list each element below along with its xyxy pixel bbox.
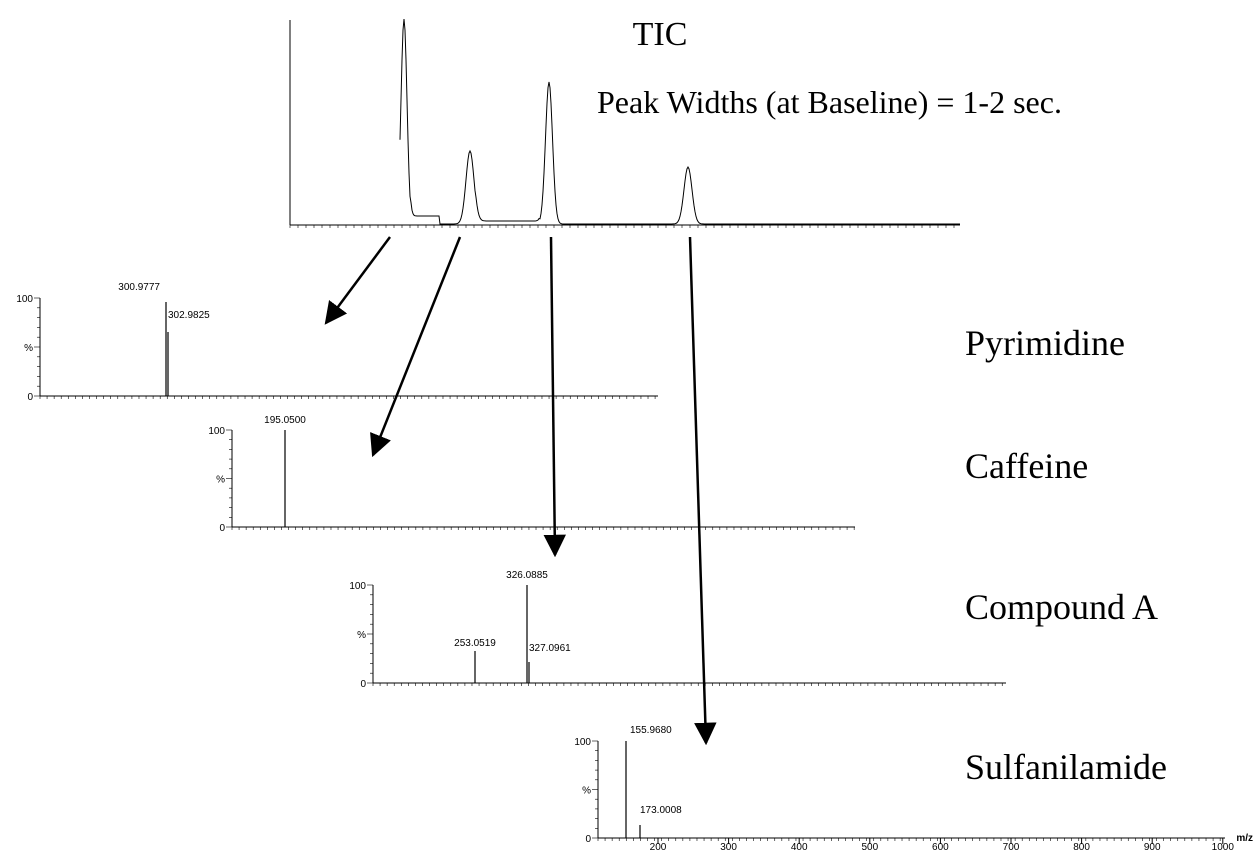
x-axis-label: m/z — [1236, 833, 1253, 844]
tic-trace — [399, 18, 960, 225]
x-tick-label: 200 — [650, 842, 667, 852]
x-tick-label: 800 — [1073, 842, 1090, 852]
peak-label: 155.9680 — [630, 725, 672, 736]
y-label: 0 — [585, 834, 591, 845]
peak-label: 326.0885 — [506, 570, 548, 581]
compound-name: Pyrimidine — [965, 323, 1125, 363]
peak-label: 253.0519 — [454, 638, 496, 649]
y-label: 100 — [208, 426, 225, 437]
y-label: 0 — [27, 392, 33, 403]
compound-name: Compound A — [965, 587, 1158, 627]
y-label: 100 — [574, 737, 591, 748]
arrow — [688, 236, 717, 746]
title: TIC — [633, 16, 688, 53]
x-tick-label: 900 — [1144, 842, 1161, 852]
peak-label: 327.0961 — [529, 643, 571, 654]
arrows — [324, 236, 717, 746]
compound-name: Caffeine — [965, 446, 1088, 486]
x-tick-label: 600 — [932, 842, 949, 852]
peak-label: 300.9777 — [118, 282, 160, 293]
compound-name: Sulfanilamide — [965, 747, 1167, 787]
arrow — [370, 236, 462, 458]
y-label: 0 — [360, 679, 366, 690]
x-tick-label: 400 — [791, 842, 808, 852]
y-label: 0 — [219, 523, 225, 534]
peak-label: 195.0500 — [264, 415, 306, 426]
y-label: % — [24, 343, 33, 354]
x-tick-label: 300 — [720, 842, 737, 852]
subtitle: Peak Widths (at Baseline) = 1-2 sec. — [597, 84, 1062, 120]
y-label: 100 — [349, 581, 366, 592]
x-tick-label: 500 — [861, 842, 878, 852]
arrow — [324, 236, 392, 325]
y-label: % — [582, 786, 591, 797]
y-label: % — [357, 630, 366, 641]
x-tick-label: 1000 — [1212, 842, 1235, 852]
peak-label: 302.9825 — [168, 310, 210, 321]
y-label: 100 — [16, 294, 33, 305]
peak-label: 173.0008 — [640, 805, 682, 816]
y-label: % — [216, 475, 225, 486]
x-tick-label: 700 — [1003, 842, 1020, 852]
